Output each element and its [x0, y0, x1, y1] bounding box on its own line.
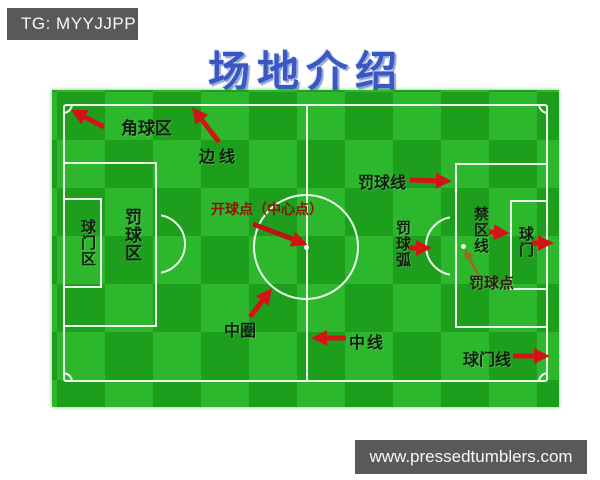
corner-arc-top-right [538, 104, 548, 114]
center-circle [253, 194, 359, 300]
label-corner-area: 角球区 [121, 119, 172, 138]
label-goal-area: 球门区 [79, 219, 96, 267]
label-halfway-line: 中线 [349, 335, 386, 352]
label-restricted-area-line: 禁区线 [472, 206, 489, 254]
label-penalty-spot: 罚球点 [469, 275, 515, 292]
soccer-pitch [52, 90, 559, 407]
left-goal-box [63, 198, 102, 288]
website-watermark: www.pressedtumblers.com [355, 440, 587, 474]
label-goal-line: 球门线 [463, 352, 512, 369]
label-penalty-line: 罚球线 [358, 175, 407, 192]
corner-arc-bottom-right [538, 372, 548, 382]
right-penalty-spot [461, 244, 466, 249]
label-penalty-arc: 罚球弧 [394, 220, 411, 268]
corner-arc-bottom-left [63, 372, 73, 382]
page-title: 场地介绍 [207, 48, 404, 95]
label-center-circle: 中圈 [224, 323, 257, 340]
center-spot [304, 245, 309, 250]
label-penalty-area: 罚球区 [122, 208, 141, 262]
label-goal: 球门 [517, 226, 534, 258]
label-kickoff-point: 开球点（中心点） [211, 201, 323, 217]
tg-watermark-badge: TG: MYYJJPP [7, 8, 138, 40]
label-touchline: 边线 [199, 149, 240, 166]
